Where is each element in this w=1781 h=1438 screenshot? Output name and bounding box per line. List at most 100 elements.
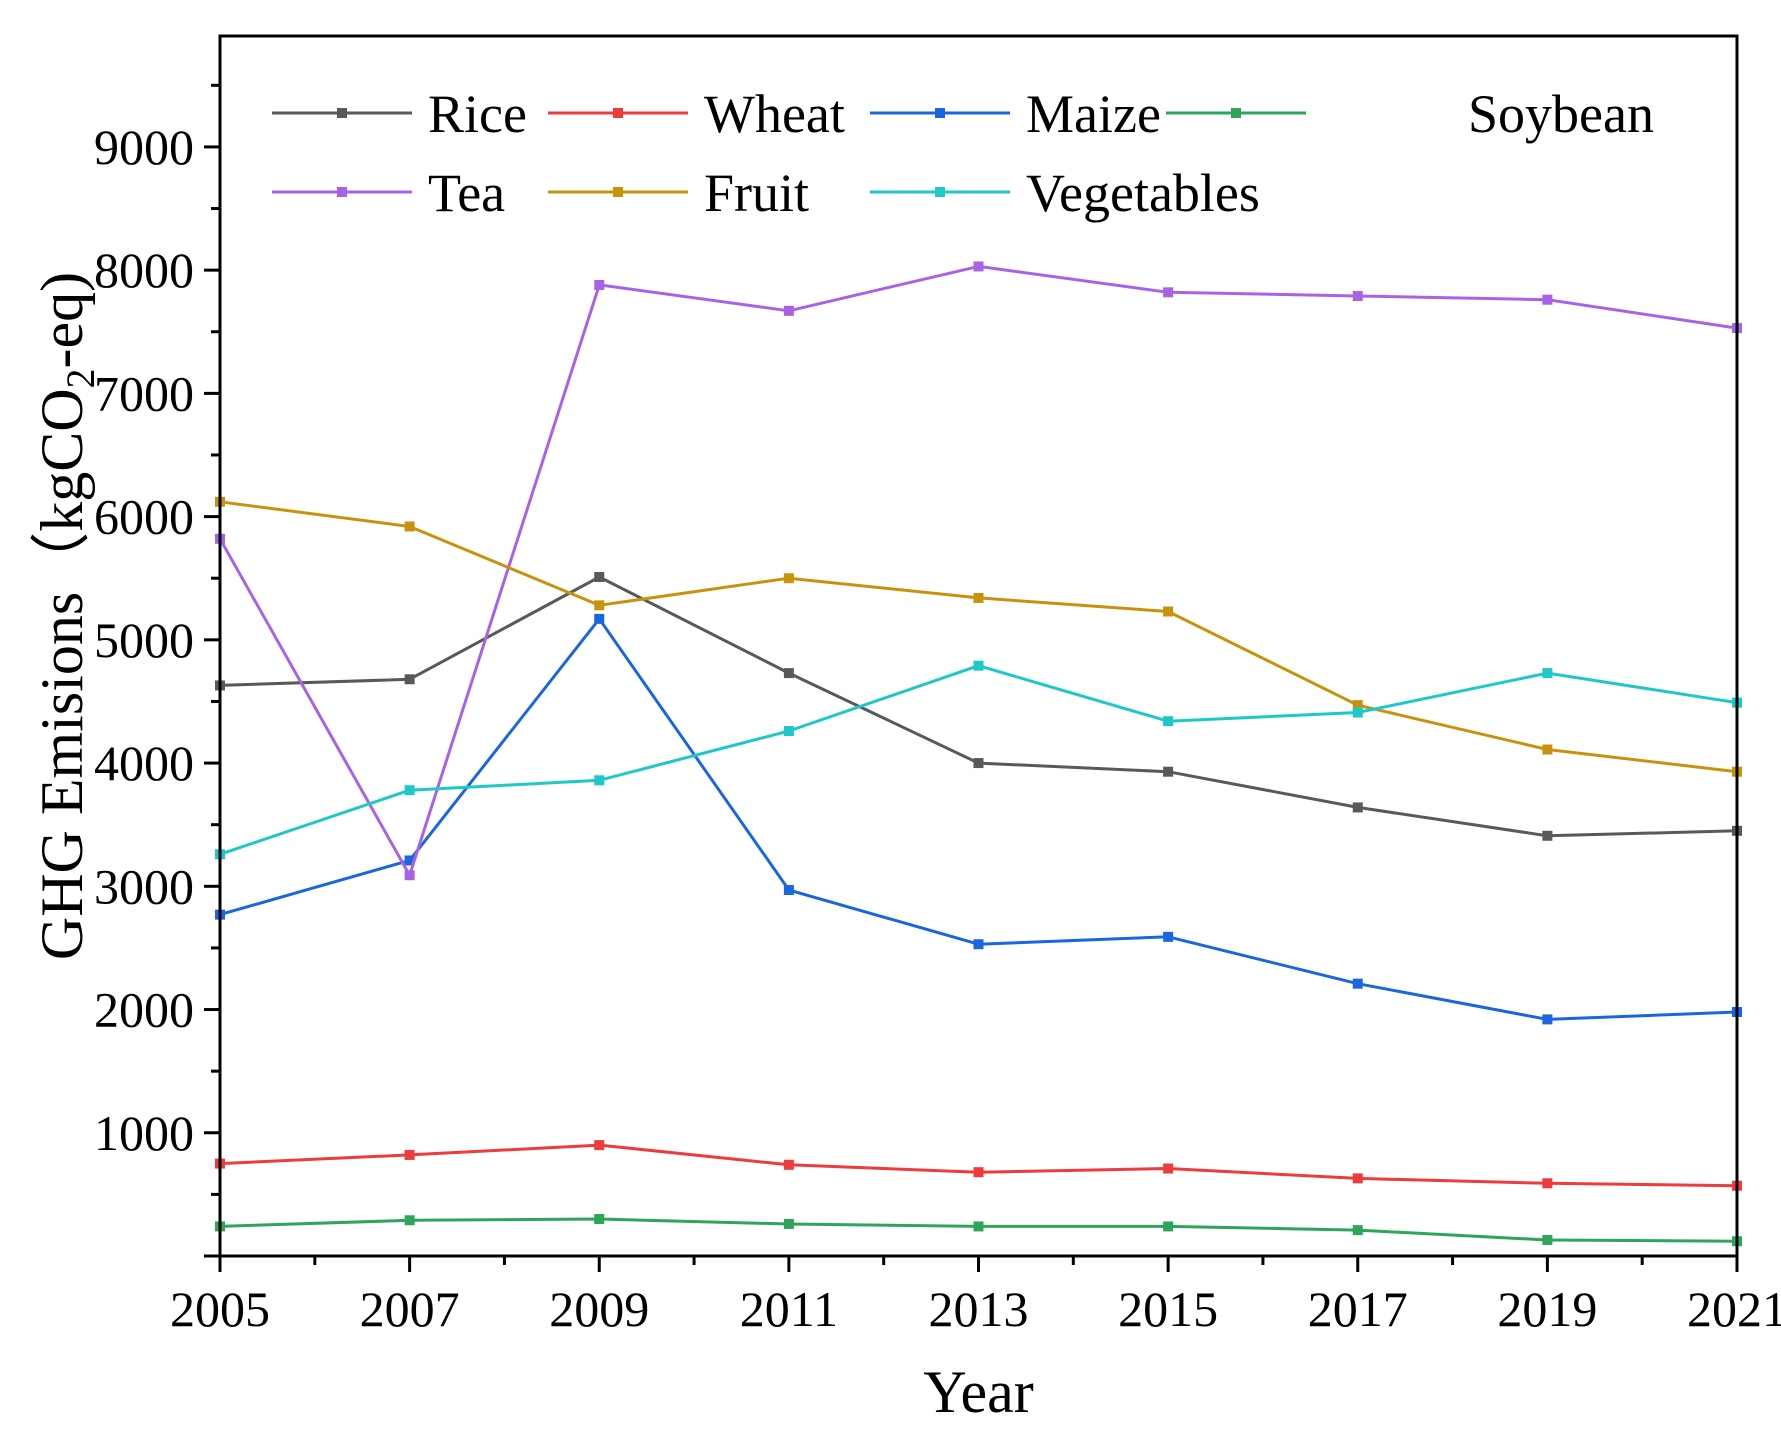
series-fruit bbox=[215, 496, 1742, 777]
data-point-vegetables bbox=[1542, 668, 1553, 679]
data-point-soybean bbox=[973, 1221, 984, 1232]
legend-item-vegetables: Vegetables bbox=[870, 163, 1260, 223]
data-point-tea bbox=[1352, 291, 1363, 302]
legend-marker-fruit bbox=[613, 187, 623, 197]
data-point-rice bbox=[404, 674, 415, 685]
legend: Rice Wheat Maize Soybean Tea Fruit Vegetables bbox=[272, 84, 1654, 223]
series-line-maize bbox=[219, 617, 1738, 1021]
series-layer bbox=[215, 261, 1742, 1247]
x-axis: 2005 2007 2009 2011 2013 2015 2017 2019 2021 bbox=[170, 1256, 1781, 1337]
y-tick-label: 9000 bbox=[94, 119, 194, 175]
legend-marker-vegetables bbox=[935, 187, 945, 197]
legend-label-soybean: Soybean bbox=[1468, 84, 1654, 144]
legend-label-rice: Rice bbox=[428, 84, 527, 144]
data-point-rice bbox=[1163, 766, 1174, 777]
legend-item-wheat: Wheat bbox=[548, 84, 845, 144]
y-axis-title-subscript: 2 bbox=[58, 368, 103, 388]
data-point-fruit bbox=[1542, 744, 1553, 755]
data-point-fruit bbox=[783, 573, 794, 584]
data-point-maize bbox=[1352, 978, 1363, 989]
data-point-wheat bbox=[594, 1140, 605, 1151]
x-tick-label: 2007 bbox=[360, 1281, 460, 1337]
legend-item-maize: Maize bbox=[870, 84, 1161, 144]
legend-label-maize: Maize bbox=[1026, 84, 1161, 144]
data-point-tea bbox=[1163, 287, 1174, 298]
data-point-fruit bbox=[973, 592, 984, 603]
y-tick-label: 5000 bbox=[94, 612, 194, 668]
series-line-rice bbox=[219, 575, 1738, 838]
data-point-tea bbox=[1542, 294, 1553, 305]
data-point-maize bbox=[404, 855, 415, 866]
data-point-fruit bbox=[594, 600, 605, 611]
x-axis-title: Year bbox=[923, 1359, 1034, 1425]
legend-item-rice: Rice bbox=[272, 84, 527, 144]
data-point-soybean bbox=[783, 1218, 794, 1229]
data-point-wheat bbox=[1352, 1173, 1363, 1184]
data-point-vegetables bbox=[404, 785, 415, 796]
data-point-maize bbox=[783, 885, 794, 895]
data-point-fruit bbox=[1352, 700, 1363, 711]
series-maize bbox=[215, 613, 1742, 1025]
y-tick-label: 1000 bbox=[94, 1105, 194, 1161]
y-tick-label: 8000 bbox=[94, 242, 194, 298]
x-tick-label: 2005 bbox=[170, 1281, 270, 1337]
data-point-tea bbox=[973, 261, 984, 272]
legend-item-tea: Tea bbox=[272, 163, 505, 223]
y-tick-label: 4000 bbox=[94, 735, 194, 791]
y-tick-label: 6000 bbox=[94, 489, 194, 545]
series-line-tea bbox=[218, 264, 1738, 877]
series-line-fruit bbox=[219, 500, 1738, 774]
y-axis: 1000 2000 3000 4000 5000 6000 7000 8000 9000 bbox=[94, 83, 220, 1258]
x-tick-label: 2011 bbox=[740, 1281, 838, 1337]
data-point-wheat bbox=[404, 1149, 415, 1160]
data-point-tea bbox=[783, 305, 794, 316]
data-point-soybean bbox=[594, 1214, 605, 1225]
data-point-vegetables bbox=[973, 660, 984, 671]
data-point-vegetables bbox=[594, 775, 605, 786]
data-point-soybean bbox=[1163, 1221, 1174, 1232]
data-point-wheat bbox=[1542, 1178, 1553, 1189]
legend-item-fruit: Fruit bbox=[548, 163, 809, 223]
x-tick-label: 2021 bbox=[1687, 1281, 1781, 1337]
data-point-maize bbox=[1542, 1014, 1553, 1025]
legend-marker-soybean bbox=[1231, 108, 1241, 118]
data-point-rice bbox=[783, 668, 794, 679]
data-point-soybean bbox=[1352, 1225, 1363, 1236]
data-point-maize bbox=[594, 613, 605, 624]
series-rice bbox=[215, 571, 1742, 841]
y-axis-title: GHG Emisions（kgCO2-eq) bbox=[29, 272, 103, 960]
y-axis-title-prefix: GHG Emisions（kgCO bbox=[29, 388, 95, 960]
series-wheat bbox=[215, 1140, 1742, 1191]
data-point-rice bbox=[973, 758, 984, 769]
y-tick-label: 3000 bbox=[94, 858, 194, 914]
data-point-vegetables bbox=[783, 726, 794, 737]
data-point-rice bbox=[1352, 802, 1363, 813]
legend-label-fruit: Fruit bbox=[704, 163, 809, 223]
y-tick-label: 7000 bbox=[94, 365, 194, 421]
x-tick-label: 2019 bbox=[1497, 1281, 1597, 1337]
legend-item-soybean: Soybean bbox=[1166, 84, 1654, 144]
x-tick-label: 2017 bbox=[1308, 1281, 1408, 1337]
data-point-soybean bbox=[404, 1215, 415, 1226]
data-point-maize bbox=[973, 939, 984, 950]
legend-label-tea: Tea bbox=[428, 163, 505, 223]
legend-marker-rice bbox=[337, 108, 347, 118]
x-tick-label: 2015 bbox=[1118, 1281, 1218, 1337]
legend-label-vegetables: Vegetables bbox=[1026, 163, 1260, 223]
series-soybean bbox=[215, 1214, 1742, 1247]
legend-marker-maize bbox=[935, 108, 945, 118]
data-point-soybean bbox=[1542, 1234, 1553, 1245]
x-tick-label: 2013 bbox=[929, 1281, 1029, 1337]
data-point-fruit bbox=[1163, 606, 1174, 617]
y-axis-title-suffix: -eq) bbox=[29, 272, 95, 369]
data-point-rice bbox=[1542, 830, 1553, 841]
data-point-vegetables bbox=[1352, 707, 1363, 718]
data-point-wheat bbox=[973, 1167, 984, 1178]
data-point-vegetables bbox=[1163, 716, 1174, 727]
data-point-rice bbox=[594, 571, 605, 582]
legend-marker-wheat bbox=[613, 108, 623, 118]
data-point-tea bbox=[404, 870, 415, 881]
data-point-wheat bbox=[783, 1159, 794, 1170]
data-point-maize bbox=[1163, 931, 1174, 942]
